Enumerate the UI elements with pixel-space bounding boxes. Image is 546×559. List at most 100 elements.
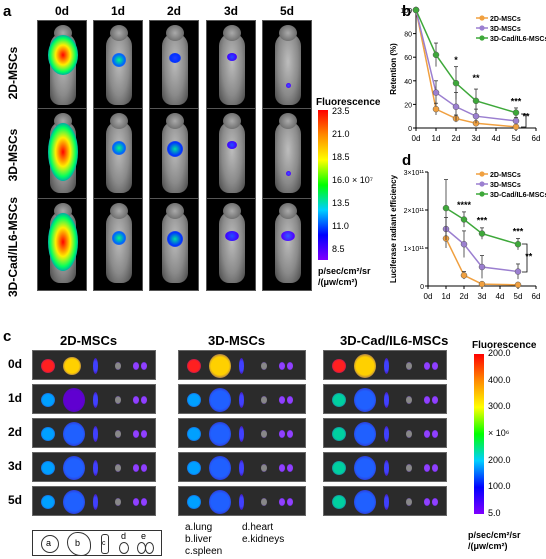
fluorescence-spot	[285, 171, 291, 176]
legend-label: 3D-Cad/IL6-MSCs	[490, 36, 546, 43]
organ-blob	[93, 460, 98, 476]
series-line	[445, 238, 519, 286]
organ-blob	[141, 396, 147, 404]
mouse-image	[93, 20, 143, 113]
organ-blob	[41, 461, 55, 475]
x-tick-label: 0d	[412, 134, 421, 143]
key-spleen-shape	[101, 534, 109, 554]
organ-blob	[187, 393, 201, 407]
col-label-2d: 2d	[166, 4, 181, 18]
scale-tick-label: 18.5	[332, 152, 350, 162]
row-label-3d-mscs: 3D-MSCs	[6, 128, 20, 182]
data-point	[478, 280, 486, 288]
mouse-image	[93, 198, 143, 291]
data-point	[514, 281, 522, 289]
scale-tick-label: 200.0	[488, 454, 511, 465]
y-tick-label: 60	[404, 55, 412, 62]
mouse-image	[149, 198, 199, 291]
significance-mark: **	[525, 251, 533, 261]
organ-row-label: 2d	[8, 425, 23, 439]
organ-blob	[279, 362, 285, 370]
key-kidney-right-shape	[145, 542, 154, 554]
luciferase-chart: 0d 1d 2d 3d 4d 5d 6d 0 1×10¹¹ 2×10¹¹ 3×10¹¹ Lucifer…	[389, 170, 546, 301]
mouse-body	[162, 211, 188, 283]
col-label-0d: 0d	[54, 4, 69, 18]
organ-blob	[354, 456, 376, 480]
scale-tick-label: 5.0	[488, 508, 501, 518]
organ-blob	[424, 464, 430, 472]
organ-blob	[239, 460, 244, 476]
y-axis-label: Luciferase radiant efficiency	[389, 174, 398, 283]
x-tick-label: 3d	[478, 292, 487, 301]
mouse-image	[93, 108, 143, 201]
organ-blob	[384, 460, 389, 476]
mouse-body	[162, 121, 188, 193]
organ-blob	[187, 495, 201, 509]
organ-blob	[63, 422, 85, 446]
fluorescence-spot	[167, 231, 183, 247]
organ-blob	[332, 461, 346, 475]
mouse-body	[219, 33, 245, 105]
panel-d-label: d	[402, 152, 412, 169]
data-point	[478, 230, 486, 237]
mouse-head	[110, 203, 128, 219]
y-tick-label: 0	[408, 126, 412, 133]
organ-key-box: a b c d e	[32, 530, 162, 556]
scale-a-colorbar	[318, 110, 328, 260]
organ-blob	[115, 430, 121, 438]
legend-spleen: c.spleen	[185, 546, 223, 557]
row-label-2d-mscs: 2D-MSCs	[6, 46, 20, 100]
mouse-head	[279, 25, 297, 41]
mouse-image	[206, 108, 256, 201]
col-label-3d: 3d	[223, 4, 238, 18]
organ-blob	[93, 426, 98, 442]
organ-row-label: 5d	[8, 493, 23, 507]
fluorescence-spot	[112, 231, 126, 245]
y-tick-label: 20	[404, 102, 412, 109]
organ-blob	[93, 358, 98, 374]
data-point	[412, 6, 420, 14]
organ-blob	[63, 490, 85, 514]
fluorescence-spot	[227, 141, 237, 149]
organ-blob	[141, 430, 147, 438]
organ-blob	[141, 362, 147, 370]
organ-blob	[115, 464, 121, 472]
y-tick-label: 100	[400, 8, 412, 15]
row-label-3d-cad-mscs: 3D-Cad/IL6-MSCs	[6, 197, 20, 298]
x-tick-label: 4d	[492, 134, 501, 143]
organ-blob	[332, 359, 346, 373]
organ-blob	[261, 362, 267, 370]
mouse-head	[279, 203, 297, 219]
series-line	[445, 228, 519, 273]
data-point	[460, 216, 468, 223]
legend-lung: a.lung	[185, 522, 213, 533]
organ-blob	[332, 495, 346, 509]
scale-tick-label: 16.0 × 10⁷	[332, 175, 374, 185]
mouse-image	[149, 20, 199, 113]
organ-blob	[332, 393, 346, 407]
organ-row-label: 1d	[8, 391, 23, 405]
mouse-body	[106, 211, 132, 283]
organ-blob	[287, 498, 293, 506]
data-point	[432, 105, 440, 113]
mouse-body	[219, 211, 245, 283]
organ-blob	[279, 498, 285, 506]
organ-blob	[133, 362, 139, 370]
legend-label: 2D-MSCs	[490, 172, 521, 179]
organ-blob	[406, 430, 412, 438]
data-point	[514, 240, 522, 248]
key-heart-shape	[119, 542, 129, 554]
x-tick-label: 1d	[442, 292, 451, 301]
scale-c-unit: p/sec/cm²/sr /(μw/cm²)	[468, 530, 521, 552]
mouse-head	[223, 203, 241, 219]
organ-legend-left: a.lung b.liver c.spleen	[185, 522, 222, 558]
organ-blob	[41, 359, 55, 373]
organ-image-panel	[178, 350, 306, 380]
organ-blob	[424, 362, 430, 370]
significance-mark: ***	[477, 215, 488, 225]
group-title-2d: 2D-MSCs	[60, 333, 118, 348]
organ-blob	[432, 430, 438, 438]
organ-blob	[209, 456, 231, 480]
mouse-head	[223, 113, 241, 129]
scale-c-unit-line1: p/sec/cm²/sr	[468, 530, 521, 540]
